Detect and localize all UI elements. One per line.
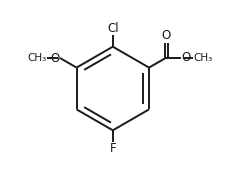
Text: CH₃: CH₃ [193,53,212,63]
Text: Cl: Cl [107,22,118,35]
Text: CH₃: CH₃ [28,53,47,63]
Text: O: O [182,51,191,64]
Text: O: O [50,52,60,64]
Text: F: F [110,142,116,155]
Text: O: O [162,29,171,42]
